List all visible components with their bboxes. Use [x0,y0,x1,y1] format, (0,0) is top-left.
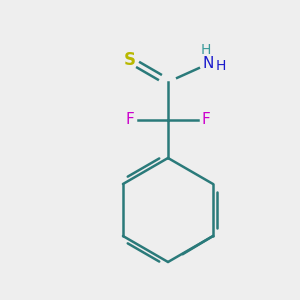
Text: F: F [126,112,134,128]
Text: S: S [124,51,136,69]
Text: F: F [202,112,210,128]
Text: H: H [201,43,211,57]
Text: N: N [202,56,214,71]
Text: H: H [216,59,226,73]
